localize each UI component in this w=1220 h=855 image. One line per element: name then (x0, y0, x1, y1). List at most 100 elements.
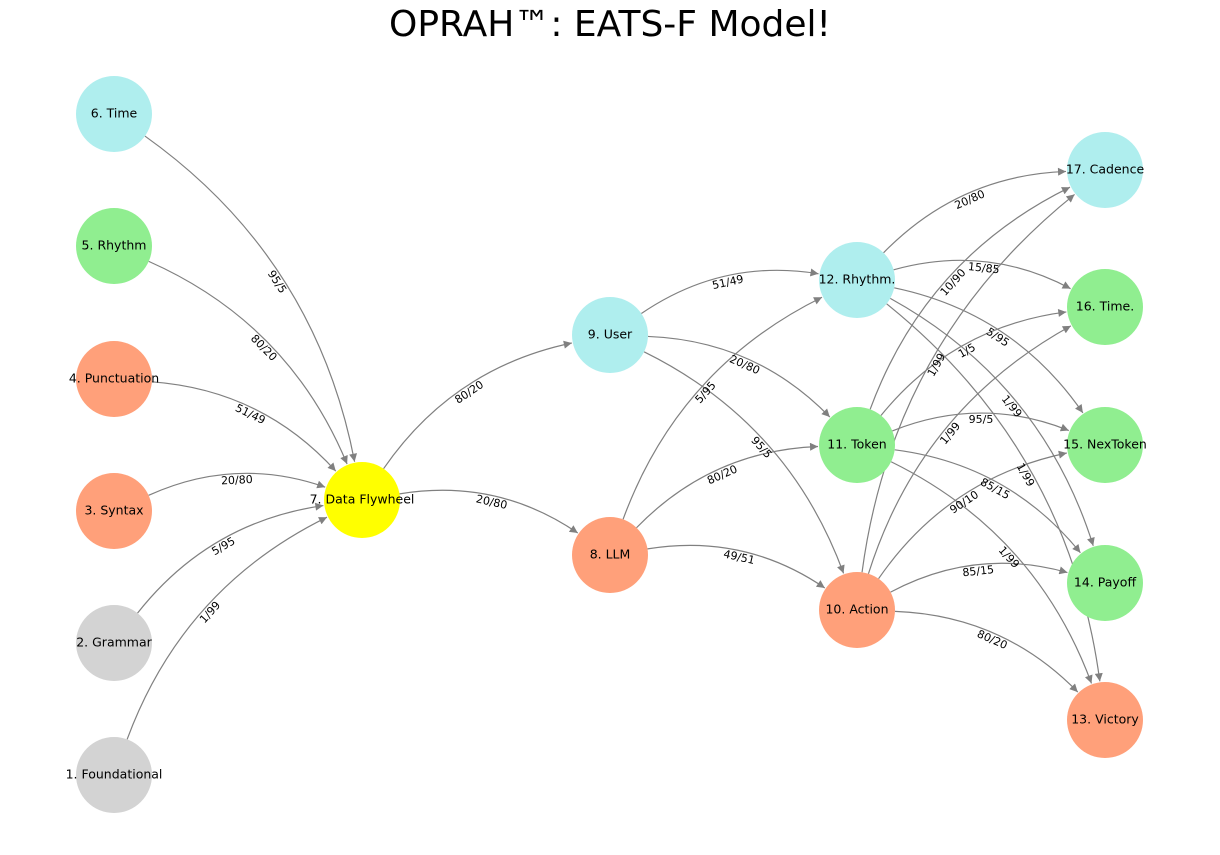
edge-5-7 (148, 260, 348, 465)
edge-label-12-16: 15/85 (967, 260, 1000, 276)
edge-label-12-15: 5/95 (984, 325, 1012, 350)
edge-label-5-7: 80/20 (248, 332, 279, 364)
node-9: 9. User (572, 297, 648, 373)
node-16: 16. Time. (1067, 269, 1143, 345)
edge-label-7-8: 20/80 (475, 492, 509, 512)
node-label-6: 6. Time (91, 106, 138, 121)
node-circle-9 (572, 297, 648, 373)
node-circle-6 (76, 76, 152, 152)
edge-label-4-7: 51/49 (233, 401, 267, 427)
edge-label-8-10: 49/51 (722, 548, 756, 568)
diagram-title: OPRAH™: EATS-F Model! (389, 4, 831, 45)
node-label-5: 5. Rhythm (82, 238, 147, 253)
edge-label-10-14: 85/15 (962, 563, 995, 579)
edge-label-12-14: 1/99 (999, 393, 1025, 420)
edge-12-16 (893, 259, 1071, 290)
node-circle-4 (76, 341, 152, 417)
node-label-4: 4. Punctuation (69, 371, 159, 386)
node-11: 11. Token (819, 407, 895, 483)
edge-11-16 (880, 309, 1067, 416)
edge-7-8 (399, 489, 579, 534)
node-13: 13. Victory (1067, 682, 1143, 758)
edge-label-7-9: 80/20 (452, 378, 486, 406)
node-label-8: 8. LLM (590, 547, 631, 562)
node-circle-7 (324, 462, 400, 538)
node-5: 5. Rhythm (76, 208, 152, 284)
edge-label-9-11: 20/80 (728, 352, 762, 377)
node-circle-5 (76, 208, 152, 284)
edge-3-7 (148, 472, 326, 496)
node-circle-16 (1067, 269, 1143, 345)
node-label-7: 7. Data Flywheel (310, 492, 415, 507)
node-circle-11 (819, 407, 895, 483)
edge-11-17 (869, 186, 1071, 410)
edge-10-14 (890, 562, 1068, 593)
edge-label-9-12: 51/49 (711, 273, 745, 293)
node-8: 8. LLM (572, 517, 648, 593)
node-7: 7. Data Flywheel (310, 462, 415, 538)
node-circle-2 (76, 605, 152, 681)
edge-10-13 (894, 610, 1079, 693)
edge-8-12 (622, 296, 823, 520)
edge-10-16 (867, 325, 1072, 574)
edge-11-13 (890, 461, 1093, 684)
edge-9-10 (643, 351, 845, 574)
edge-7-9 (383, 340, 572, 470)
edge-label-8-12: 5/95 (693, 379, 719, 406)
node-circle-10 (819, 572, 895, 648)
edge-label-2-7: 5/95 (210, 534, 238, 558)
edge-11-15 (892, 412, 1070, 432)
edge-label-10-17: 1/99 (925, 351, 948, 379)
edge-6-7 (144, 135, 358, 462)
node-6: 6. Time (76, 76, 152, 152)
edge-label-8-11: 80/20 (705, 462, 739, 487)
edge-8-11 (636, 442, 819, 529)
node-circle-12 (819, 242, 895, 318)
node-2: 2. Grammar (76, 605, 153, 681)
edge-10-15 (878, 450, 1067, 580)
node-circle-13 (1067, 682, 1143, 758)
edge-9-11 (647, 335, 831, 418)
node-label-2: 2. Grammar (76, 635, 152, 650)
edge-label-11-14: 85/15 (978, 475, 1012, 502)
node-label-11: 11. Token (827, 437, 886, 452)
edge-12-13 (886, 303, 1103, 682)
node-circle-8 (572, 517, 648, 593)
edge-label-10-13: 80/20 (975, 627, 1009, 652)
node-label-15: 15. NexToken (1063, 437, 1147, 452)
node-10: 10. Action (819, 572, 895, 648)
edge-label-6-7: 95/5 (265, 268, 289, 296)
edge-12-14 (889, 297, 1095, 546)
edge-label-11-15: 95/5 (969, 413, 994, 426)
node-label-16: 16. Time. (1076, 299, 1134, 314)
nodes-layer: 1. Foundational 2. Grammar 3. Syntax 4. Pun… (66, 76, 1147, 813)
node-label-3: 3. Syntax (84, 503, 143, 518)
node-circle-1 (76, 737, 152, 813)
node-17: 17. Cadence (1066, 132, 1144, 208)
edge-1-7 (126, 516, 328, 740)
edges-layer (126, 135, 1103, 740)
node-4: 4. Punctuation (69, 341, 159, 417)
edge-9-12 (641, 268, 819, 315)
edge-label-10-16: 1/99 (937, 420, 963, 447)
node-label-13: 13. Victory (1071, 712, 1139, 727)
node-label-1: 1. Foundational (66, 767, 163, 782)
node-circle-17 (1067, 132, 1143, 208)
edge-label-11-17: 10/90 (938, 266, 969, 298)
edge-label-12-17: 20/80 (953, 187, 987, 212)
node-label-14: 14. Payoff (1074, 575, 1137, 590)
node-circle-3 (76, 473, 152, 549)
edge-label-11-13: 1/99 (996, 544, 1022, 571)
node-label-12: 12. Rhythm. (819, 272, 896, 287)
edge-2-7 (137, 502, 324, 614)
node-circle-14 (1067, 545, 1143, 621)
edge-8-10 (647, 544, 826, 589)
edge-12-15 (894, 287, 1084, 414)
edge-label-12-13: 1/99 (1014, 461, 1037, 489)
edge-label-1-7: 1/99 (197, 599, 223, 626)
node-circle-15 (1067, 407, 1143, 483)
edge-12-17 (883, 167, 1067, 254)
edge-10-17 (861, 193, 1075, 573)
node-12: 12. Rhythm. (819, 242, 896, 318)
